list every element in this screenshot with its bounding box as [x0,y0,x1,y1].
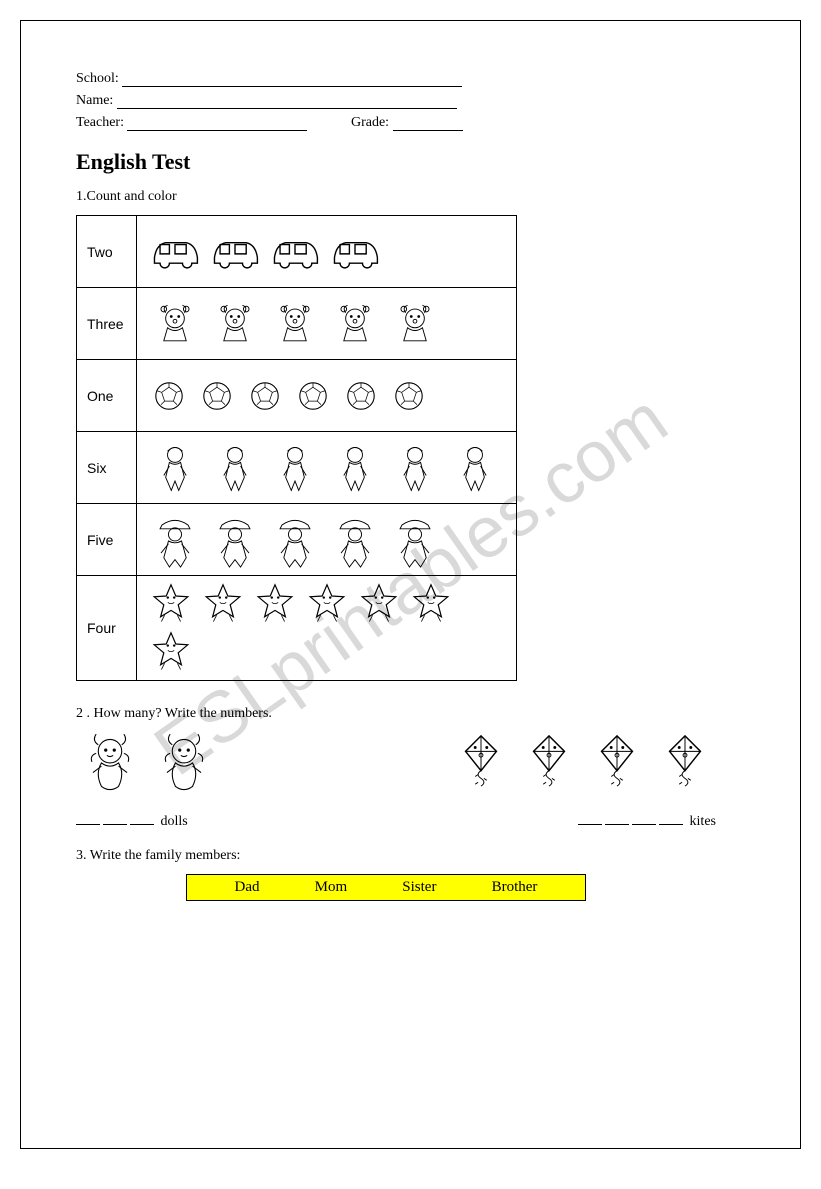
family-word: Mom [315,879,348,896]
car-icon [147,224,203,280]
count-row-label: Five [77,504,137,576]
teacher-label: Teacher: [76,115,124,130]
school-line: School: [76,71,745,87]
page-title: English Test [76,149,745,175]
star-icon [407,580,455,628]
cowboy-icon [207,512,263,568]
count-row: Four [77,576,517,681]
cowboy-icon [387,512,443,568]
answer-blank[interactable] [578,811,602,825]
cowboy-icon [267,512,323,568]
boy-icon [327,440,383,496]
count-row-label: Three [77,288,137,360]
kite-icon [656,732,714,796]
boy-icon [147,440,203,496]
teacher-blank[interactable] [127,117,307,131]
school-blank[interactable] [122,73,462,87]
grade-blank[interactable] [393,117,463,131]
family-word-box: Dad Mom Sister Brother [186,874,586,901]
car-icon [327,224,383,280]
star-icon [147,628,195,676]
question-3: 3. Write the family members: Dad Mom Siste… [76,848,745,901]
count-row: Five [77,504,517,576]
doll-icon [152,732,216,796]
ball-icon [387,374,431,418]
teacher-line: Teacher: Grade: [76,115,745,131]
count-row-images [137,216,517,288]
clown-icon [207,296,263,352]
ball-icon [291,374,335,418]
family-word: Brother [492,879,538,896]
count-row-images [137,288,517,360]
kite-icon [452,732,510,796]
answer-blank[interactable] [130,811,154,825]
cowboy-icon [147,512,203,568]
car-icon [267,224,323,280]
q2-right-answer: kites [578,811,716,830]
kite-icon [520,732,578,796]
answer-blank[interactable] [605,811,629,825]
star-icon [199,580,247,628]
count-row-images [137,432,517,504]
boy-icon [387,440,443,496]
q2-images [76,732,716,796]
star-icon [147,580,195,628]
q2-right-images [450,732,716,796]
count-row: Three [77,288,517,360]
q2-right-label: kites [690,814,716,829]
name-blank[interactable] [117,95,457,109]
q3-instruction: 3. Write the family members: [76,848,745,864]
ball-icon [243,374,287,418]
q2-left-label: dolls [161,814,188,829]
q2-answers: dolls kites [76,811,716,830]
ball-icon [147,374,191,418]
school-label: School: [76,71,119,86]
name-label: Name: [76,93,113,108]
name-line: Name: [76,93,745,109]
clown-icon [147,296,203,352]
count-row-images [137,576,517,681]
count-row-label: Six [77,432,137,504]
family-word: Sister [402,879,436,896]
clown-icon [327,296,383,352]
count-row: Two [77,216,517,288]
worksheet-page: ESLprintables.com School: Name: Teacher:… [20,20,801,1149]
count-row-images [137,360,517,432]
clown-icon [387,296,443,352]
answer-blank[interactable] [659,811,683,825]
count-row-label: Four [77,576,137,681]
q2-left-images [76,732,218,796]
car-icon [207,224,263,280]
content: School: Name: Teacher: Grade: English Te… [76,71,745,901]
ball-icon [339,374,383,418]
kite-icon [588,732,646,796]
star-icon [355,580,403,628]
q2-left-answer: dolls [76,811,188,830]
count-row: One [77,360,517,432]
boy-icon [207,440,263,496]
question-2: 2 . How many? Write the numbers. dolls k… [76,706,745,830]
q1-instruction: 1.Count and color [76,189,745,205]
family-word: Dad [235,879,260,896]
count-row-images [137,504,517,576]
doll-icon [78,732,142,796]
answer-blank[interactable] [76,811,100,825]
q2-instruction: 2 . How many? Write the numbers. [76,706,745,722]
answer-blank[interactable] [632,811,656,825]
boy-icon [267,440,323,496]
star-icon [303,580,351,628]
answer-blank[interactable] [103,811,127,825]
star-icon [251,580,299,628]
count-color-table: TwoThreeOneSixFiveFour [76,215,517,681]
count-row-label: One [77,360,137,432]
count-row: Six [77,432,517,504]
count-row-label: Two [77,216,137,288]
grade-label: Grade: [351,115,389,130]
ball-icon [195,374,239,418]
cowboy-icon [327,512,383,568]
clown-icon [267,296,323,352]
boy-icon [447,440,503,496]
